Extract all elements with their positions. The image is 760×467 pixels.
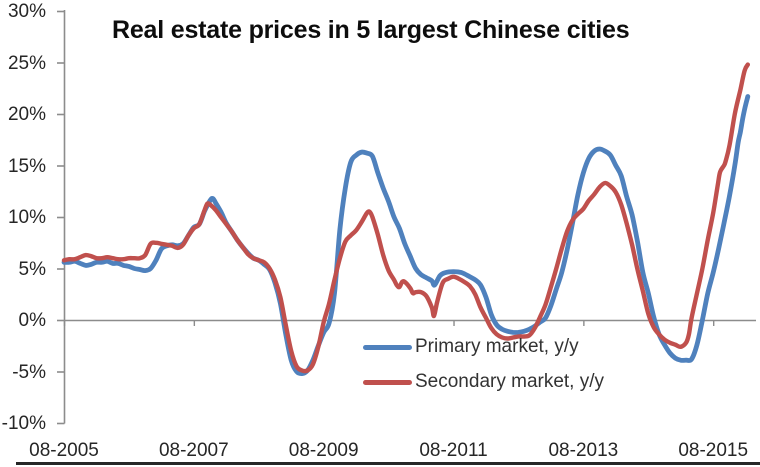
secondary-series-line bbox=[61, 62, 750, 374]
x-tick-label: 08-2013 bbox=[548, 440, 619, 461]
y-tick-label: 5% bbox=[18, 258, 46, 280]
legend-label-primary: Primary market, y/y bbox=[415, 336, 579, 357]
legend-label-secondary: Secondary market, y/y bbox=[415, 371, 605, 392]
legend: Primary market, y/y Secondary market, y/… bbox=[363, 336, 604, 393]
secondary-series-swatch-icon bbox=[363, 379, 412, 385]
y-tick-label: 0% bbox=[18, 310, 46, 331]
page-bottom-border bbox=[16, 462, 760, 465]
x-tick-label: 08-2015 bbox=[678, 440, 749, 461]
y-tick-label: -5% bbox=[12, 361, 46, 383]
y-tick-label: 20% bbox=[7, 104, 46, 125]
x-tick-label: 08-2007 bbox=[158, 440, 229, 461]
y-tick-label: 15% bbox=[7, 155, 46, 177]
y-tick-label: -10% bbox=[1, 413, 46, 434]
legend-item-secondary: Secondary market, y/y bbox=[363, 371, 604, 393]
primary-series-line bbox=[61, 94, 751, 377]
y-tick-label: 30% bbox=[7, 1, 46, 22]
legend-item-primary: Primary market, y/y bbox=[363, 336, 604, 358]
y-tick-label: 25% bbox=[7, 52, 46, 74]
x-tick-label: 08-2009 bbox=[288, 440, 359, 461]
y-tick-label: 10% bbox=[7, 207, 46, 228]
x-tick-label: 08-2011 bbox=[419, 440, 488, 461]
chart-title: Real estate prices in 5 largest Chinese … bbox=[112, 16, 630, 44]
primary-series-swatch-icon bbox=[363, 344, 412, 350]
x-tick-label: 08-2005 bbox=[29, 440, 99, 461]
